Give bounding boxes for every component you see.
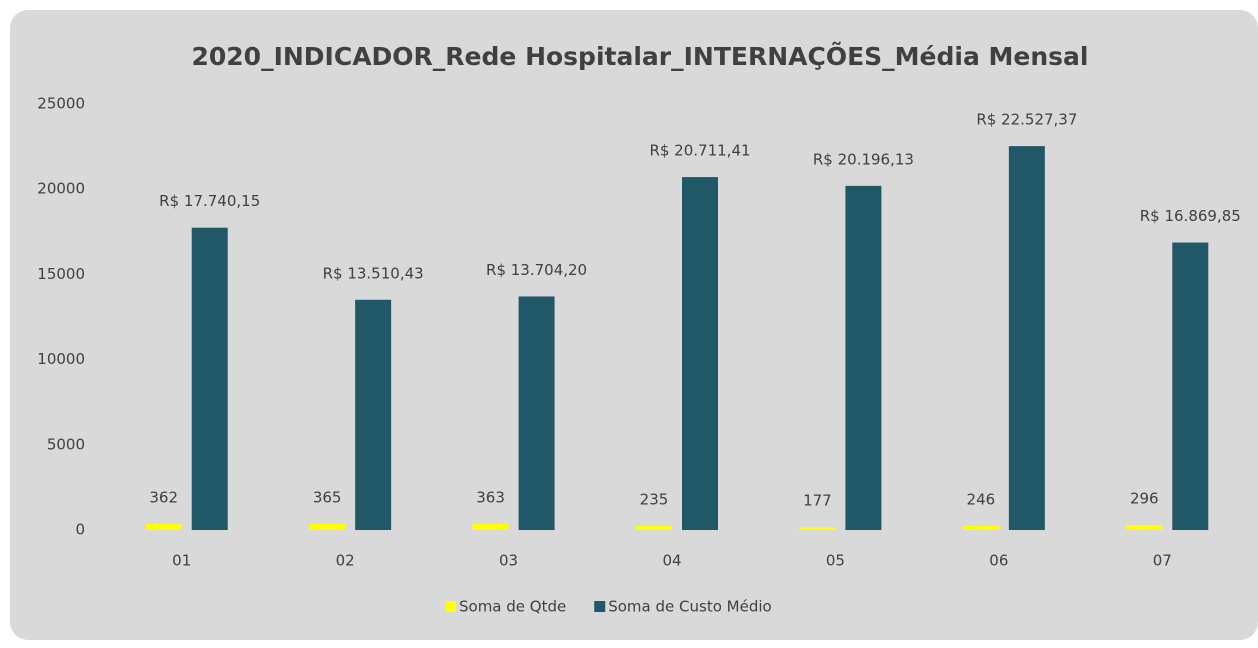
data-label: R$ 16.869,85	[1140, 207, 1241, 225]
bar	[962, 525, 999, 530]
data-label: R$ 13.510,43	[323, 264, 424, 282]
data-label: R$ 20.711,41	[649, 142, 750, 160]
data-label: 296	[1130, 489, 1159, 507]
y-tick-label: 25000	[37, 95, 85, 113]
bar	[1172, 242, 1209, 530]
data-label: R$ 22.527,37	[976, 111, 1077, 129]
data-label: R$ 13.704,20	[486, 261, 587, 279]
bar	[799, 526, 836, 530]
bar	[355, 299, 392, 530]
y-tick-label: 20000	[37, 180, 85, 198]
data-label: 362	[149, 488, 178, 506]
bar	[845, 185, 882, 530]
data-label: 246	[967, 490, 996, 508]
data-label: 177	[803, 491, 832, 509]
legend-label: Soma de Custo Médio	[608, 598, 771, 616]
x-tick-label: 06	[989, 552, 1008, 570]
data-label: R$ 20.196,13	[813, 150, 914, 168]
bar	[518, 296, 555, 530]
y-tick-label: 10000	[37, 350, 85, 368]
bar	[145, 523, 182, 530]
bar	[1008, 146, 1045, 531]
data-label: 363	[476, 488, 505, 506]
legend-swatch	[445, 601, 456, 612]
bar	[636, 525, 672, 530]
bar	[472, 523, 509, 530]
bar	[309, 523, 346, 530]
bar	[191, 227, 228, 531]
bar	[1126, 524, 1163, 530]
chart-panel	[10, 10, 1258, 640]
data-label: 235	[640, 490, 669, 508]
legend-swatch	[594, 601, 606, 612]
x-tick-label: 03	[499, 552, 518, 570]
x-tick-label: 02	[336, 552, 355, 570]
x-tick-label: 05	[826, 552, 845, 570]
legend-label: Soma de Qtde	[459, 598, 566, 616]
y-tick-label: 0	[75, 521, 85, 539]
chart-title: 2020_INDICADOR_Rede Hospitalar_INTERNAÇÕ…	[192, 41, 1089, 71]
bar	[682, 177, 718, 530]
x-tick-label: 07	[1153, 552, 1172, 570]
y-tick-label: 15000	[37, 265, 85, 283]
data-label: 365	[313, 488, 342, 506]
x-tick-label: 04	[662, 552, 681, 570]
x-tick-label: 01	[172, 552, 191, 570]
data-label: R$ 17.740,15	[159, 192, 260, 210]
y-tick-label: 5000	[47, 435, 85, 453]
